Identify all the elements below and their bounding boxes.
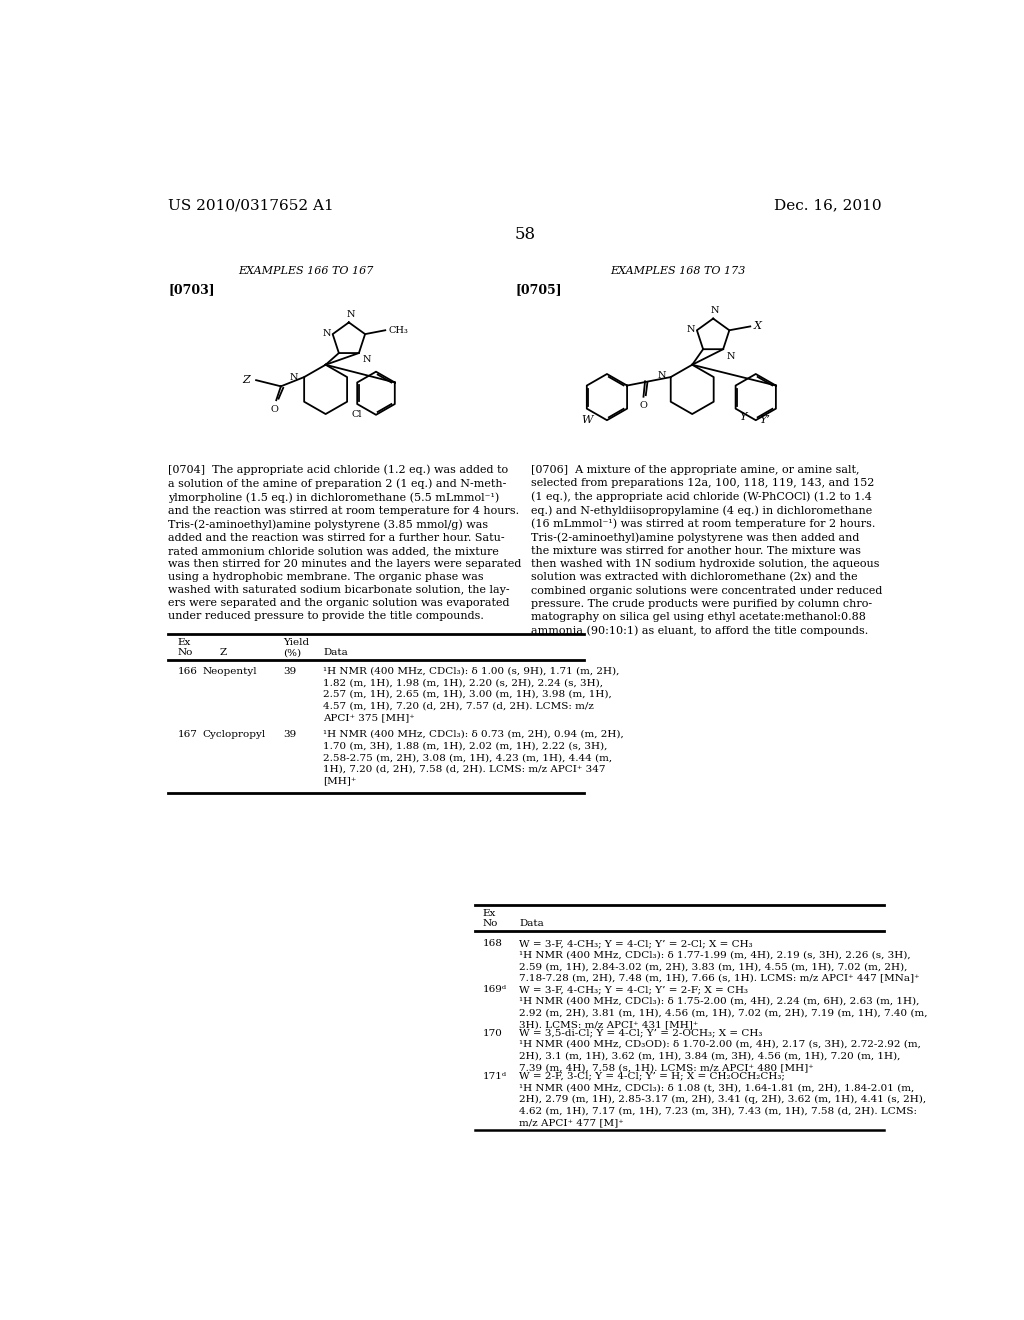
Text: 167: 167 [177, 730, 198, 739]
Text: Yield: Yield [283, 638, 309, 647]
Text: O: O [270, 405, 279, 413]
Text: W = 3,5-di-Cl; Y = 4-Cl; Y’ = 2-OCH₃; X = CH₃
¹H NMR (400 MHz, CD₃OD): δ 1.70-2.: W = 3,5-di-Cl; Y = 4-Cl; Y’ = 2-OCH₃; X … [519, 1028, 922, 1072]
Text: Neopentyl: Neopentyl [203, 667, 257, 676]
Text: [0704]  The appropriate acid chloride (1.2 eq.) was added to
a solution of the a: [0704] The appropriate acid chloride (1.… [168, 465, 521, 622]
Text: N: N [290, 372, 298, 381]
Text: ¹H NMR (400 MHz, CDCl₃): δ 1.00 (s, 9H), 1.71 (m, 2H),
1.82 (m, 1H), 1.98 (m, 1H: ¹H NMR (400 MHz, CDCl₃): δ 1.00 (s, 9H),… [324, 667, 620, 722]
Text: Dec. 16, 2010: Dec. 16, 2010 [774, 198, 882, 213]
Text: 170: 170 [483, 1028, 503, 1038]
Text: [0703]: [0703] [168, 284, 215, 296]
Text: EXAMPLES 168 TO 173: EXAMPLES 168 TO 173 [610, 267, 745, 276]
Text: Y’: Y’ [760, 416, 770, 425]
Text: US 2010/0317652 A1: US 2010/0317652 A1 [168, 198, 334, 213]
Text: N: N [727, 351, 735, 360]
Text: N: N [346, 310, 354, 319]
Text: O: O [640, 401, 647, 411]
Text: 171ᵈ: 171ᵈ [483, 1072, 507, 1081]
Text: Ex: Ex [177, 638, 190, 647]
Text: X: X [754, 321, 762, 331]
Text: N: N [686, 325, 695, 334]
Text: (%): (%) [283, 648, 301, 657]
Text: Cyclopropyl: Cyclopropyl [203, 730, 265, 739]
Text: 39: 39 [283, 730, 296, 739]
Text: 166: 166 [177, 667, 198, 676]
Text: 169ᵈ: 169ᵈ [483, 985, 507, 994]
Text: N: N [323, 329, 331, 338]
Text: Z: Z [219, 648, 226, 657]
Text: ¹H NMR (400 MHz, CDCl₃): δ 0.73 (m, 2H), 0.94 (m, 2H),
1.70 (m, 3H), 1.88 (m, 1H: ¹H NMR (400 MHz, CDCl₃): δ 0.73 (m, 2H),… [324, 730, 624, 785]
Text: [0706]  A mixture of the appropriate amine, or amine salt,
selected from prepara: [0706] A mixture of the appropriate amin… [531, 465, 883, 636]
Text: EXAMPLES 166 TO 167: EXAMPLES 166 TO 167 [239, 267, 374, 276]
Text: W: W [582, 414, 593, 425]
Text: 39: 39 [283, 667, 296, 676]
Text: Y: Y [739, 412, 746, 422]
Text: CH₃: CH₃ [388, 326, 409, 335]
Text: Data: Data [324, 648, 348, 657]
Text: N: N [711, 306, 719, 315]
Text: Z: Z [242, 375, 250, 385]
Text: 168: 168 [483, 940, 503, 948]
Text: No: No [177, 648, 193, 657]
Text: N: N [362, 355, 372, 364]
Text: Cl: Cl [352, 411, 362, 420]
Text: No: No [483, 919, 499, 928]
Text: Data: Data [519, 919, 544, 928]
Text: 58: 58 [514, 226, 536, 243]
Text: W = 3-F, 4-CH₃; Y = 4-Cl; Y’ = 2-F; X = CH₃
¹H NMR (400 MHz, CDCl₃): δ 1.75-2.00: W = 3-F, 4-CH₃; Y = 4-Cl; Y’ = 2-F; X = … [519, 985, 928, 1030]
Text: W = 2-F, 3-Cl; Y = 4-Cl; Y’ = H; X = CH₂OCH₂CH₃;
¹H NMR (400 MHz, CDCl₃): δ 1.08: W = 2-F, 3-Cl; Y = 4-Cl; Y’ = H; X = CH₂… [519, 1072, 927, 1127]
Text: W = 3-F, 4-CH₃; Y = 4-Cl; Y’ = 2-Cl; X = CH₃
¹H NMR (400 MHz, CDCl₃): δ 1.77-1.9: W = 3-F, 4-CH₃; Y = 4-Cl; Y’ = 2-Cl; X =… [519, 940, 920, 982]
Text: N: N [657, 371, 666, 380]
Text: [0705]: [0705] [515, 284, 562, 296]
Text: Ex: Ex [483, 909, 497, 919]
